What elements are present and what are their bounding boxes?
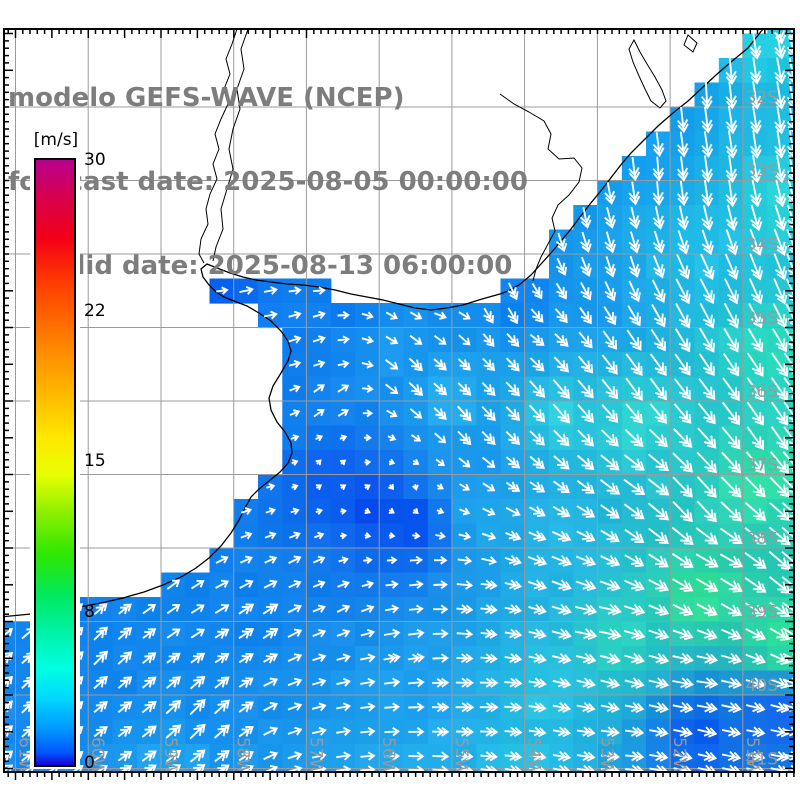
lat-tick-label: 35S — [746, 309, 778, 329]
lat-tick-label: 41S — [746, 750, 778, 770]
map-frame — [3, 28, 795, 773]
lat-tick-label: 34S — [746, 235, 778, 255]
colorbar-tick-label: 0 — [84, 753, 95, 773]
lon-tick-label: 59W — [160, 737, 180, 776]
lon-tick-label: 58W — [233, 737, 253, 776]
colorbar-tick-label: 15 — [84, 451, 106, 471]
lat-tick-label: 39S — [746, 603, 778, 623]
colorbar-tick-label: 30 — [84, 150, 106, 170]
grid-layer — [4, 29, 794, 772]
colorbar-unit-label: [m/s] — [33, 130, 79, 150]
lat-tick-label: 36S — [746, 382, 778, 402]
lon-tick-label: 56W — [378, 737, 398, 776]
coastline-layer — [4, 29, 764, 618]
lon-tick-label: 51W — [742, 737, 762, 776]
colorbar-gradient — [36, 160, 74, 765]
colorbar — [30, 154, 80, 769]
lon-tick-label: 52W — [669, 737, 689, 776]
lat-tick-label: 32S — [746, 88, 778, 108]
lon-tick-label: 57W — [305, 737, 325, 776]
lon-tick-label: 61W — [15, 737, 35, 776]
lon-tick-label: 60W — [87, 737, 107, 776]
lat-tick-label: 33S — [746, 162, 778, 182]
colorbar-frame — [34, 158, 76, 767]
lon-tick-label: 53W — [596, 737, 616, 776]
axis-labels-layer: 32S 33S 34S 35S 36S 37S 38S 39S 40S 41S 61W 60W 59W 5… — [15, 88, 779, 776]
colorbar-tick-label: 22 — [84, 301, 106, 321]
lon-tick-label: 54W — [524, 737, 544, 776]
lat-tick-label: 37S — [746, 456, 778, 476]
colorbar-tick-label: 8 — [84, 602, 95, 622]
lat-tick-label: 40S — [746, 676, 778, 696]
lon-tick-label: 55W — [451, 737, 471, 776]
lat-tick-label: 38S — [746, 529, 778, 549]
